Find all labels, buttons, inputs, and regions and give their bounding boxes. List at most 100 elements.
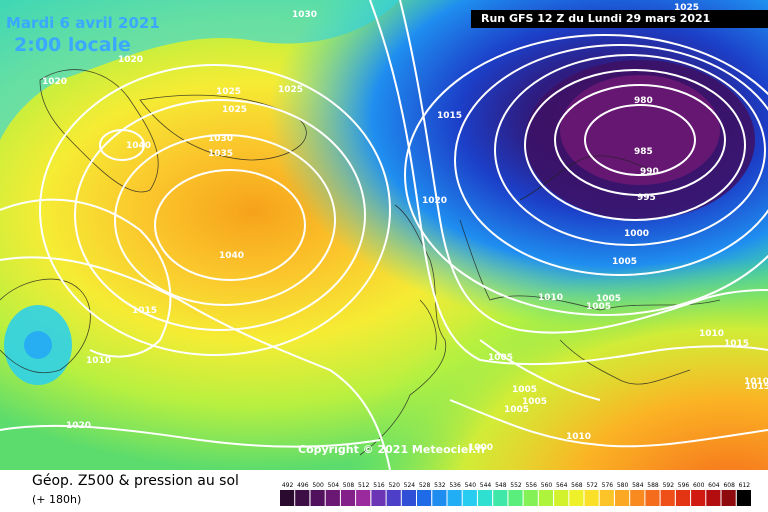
run-banner: Run GFS 12 Z du Lundi 29 mars 2021 <box>471 10 768 28</box>
scale-swatch <box>477 490 493 506</box>
scale-label: 564 <box>556 482 568 489</box>
scale-swatch <box>371 490 386 506</box>
isobar-label: 1040 <box>219 251 244 261</box>
isobar-label: 1015 <box>724 339 749 349</box>
isobar-label: 1030 <box>292 10 317 20</box>
scale-label: 604 <box>708 482 720 489</box>
scale-swatch <box>325 490 340 506</box>
scale-swatch <box>432 490 447 506</box>
isobar-label: 1005 <box>612 257 637 267</box>
forecast-time: 2:00 locale <box>14 34 131 56</box>
scale-label: 592 <box>663 482 675 489</box>
chart-title: Géop. Z500 & pression au sol <box>32 473 239 489</box>
isobar-label: 1010 <box>744 377 768 387</box>
isobar-label: 1020 <box>42 77 67 87</box>
scale-swatch <box>584 490 599 506</box>
scale-swatch <box>523 490 538 506</box>
scale-label: 568 <box>571 482 583 489</box>
scale-label: 496 <box>297 482 309 489</box>
isobar-label: 1015 <box>132 306 157 316</box>
scale-swatch <box>675 490 691 506</box>
scale-label: 548 <box>495 482 507 489</box>
scale-swatch <box>447 490 462 506</box>
isobar-label: 1010 <box>538 293 563 303</box>
chart-subtitle: (+ 180h) <box>32 493 82 506</box>
scale-label: 528 <box>419 482 431 489</box>
scale-swatch <box>554 490 569 506</box>
scale-swatch <box>401 490 416 506</box>
isobar-label: 1020 <box>66 421 91 431</box>
scale-swatch <box>736 490 751 506</box>
isobar-label: 1005 <box>488 353 513 363</box>
scale-swatch <box>691 490 706 506</box>
isobar-label: 1025 <box>216 87 241 97</box>
isobar-label: 1040 <box>126 141 151 151</box>
isobar-label: 995 <box>637 193 656 203</box>
copyright: Copyright © 2021 Meteociel.fr <box>298 443 487 456</box>
isobar-label: 1020 <box>118 55 143 65</box>
scale-label: 588 <box>647 482 659 489</box>
scale-label: 508 <box>343 482 355 489</box>
scale-label: 580 <box>617 482 629 489</box>
isobar-label: 1000 <box>468 443 493 453</box>
isobar-label: 990 <box>640 167 659 177</box>
scale-label: 516 <box>373 482 385 489</box>
isobar-label: 980 <box>634 96 653 106</box>
scale-swatch <box>569 490 584 506</box>
color-scale: 492 496 500 504 508 512 516 520 524 528 532 536 540 5… <box>280 482 751 506</box>
scale-label: 556 <box>525 482 537 489</box>
scale-label: 600 <box>693 482 705 489</box>
isobar-label: 1025 <box>222 105 247 115</box>
scale-label: 596 <box>678 482 690 489</box>
scale-swatch <box>356 490 371 506</box>
scale-swatch <box>615 490 630 506</box>
scale-label: 536 <box>449 482 461 489</box>
scale-label: 540 <box>465 482 477 489</box>
scale-swatch <box>645 490 660 506</box>
scale-label: 560 <box>541 482 553 489</box>
scale-swatch <box>599 490 614 506</box>
isobar-label: 1010 <box>86 356 111 366</box>
scale-swatch <box>706 490 721 506</box>
isobar-label: 1010 <box>566 432 591 442</box>
isobar-label: 985 <box>634 147 653 157</box>
isobar-label: 1005 <box>504 405 529 415</box>
scale-label: 492 <box>282 482 294 489</box>
scale-swatch <box>538 490 553 506</box>
scale-swatch <box>280 490 295 506</box>
scale-label: 524 <box>404 482 416 489</box>
isobar-label: 1035 <box>208 149 233 159</box>
scale-label: 612 <box>739 482 751 489</box>
scale-swatch <box>493 490 508 506</box>
scale-swatch <box>508 490 523 506</box>
scale-label: 544 <box>480 482 492 489</box>
isobar-label: 1015 <box>745 382 768 392</box>
scale-label: 512 <box>358 482 370 489</box>
scale-swatch <box>462 490 477 506</box>
scale-label: 504 <box>328 482 340 489</box>
scale-label: 520 <box>388 482 400 489</box>
isobar-label: 1030 <box>208 134 233 144</box>
isobar-label: 1005 <box>596 294 621 304</box>
scale-label: 584 <box>632 482 644 489</box>
isobar-label: 1025 <box>674 3 699 13</box>
isobar-label: 1000 <box>624 229 649 239</box>
scale-label: 532 <box>434 482 446 489</box>
scale-swatch <box>660 490 675 506</box>
isobar-label: 1020 <box>422 196 447 206</box>
isobar-label: 1015 <box>437 111 462 121</box>
isobar-label: 1025 <box>278 85 303 95</box>
scale-swatch <box>417 490 432 506</box>
scale-swatch <box>386 490 401 506</box>
scale-label: 572 <box>586 482 598 489</box>
scale-swatch <box>630 490 645 506</box>
scale-label: 552 <box>510 482 522 489</box>
isobar-label: 1005 <box>522 397 547 407</box>
scale-label: 500 <box>312 482 324 489</box>
scale-swatch <box>340 490 356 506</box>
scale-swatch <box>310 490 325 506</box>
isobar-label: 1005 <box>512 385 537 395</box>
pressure-map: 1030 1020 1020 1025 1025 1025 1040 1030 … <box>0 0 768 470</box>
isobar-label: 1010 <box>699 329 724 339</box>
isobar-label: 1005 <box>586 302 611 312</box>
